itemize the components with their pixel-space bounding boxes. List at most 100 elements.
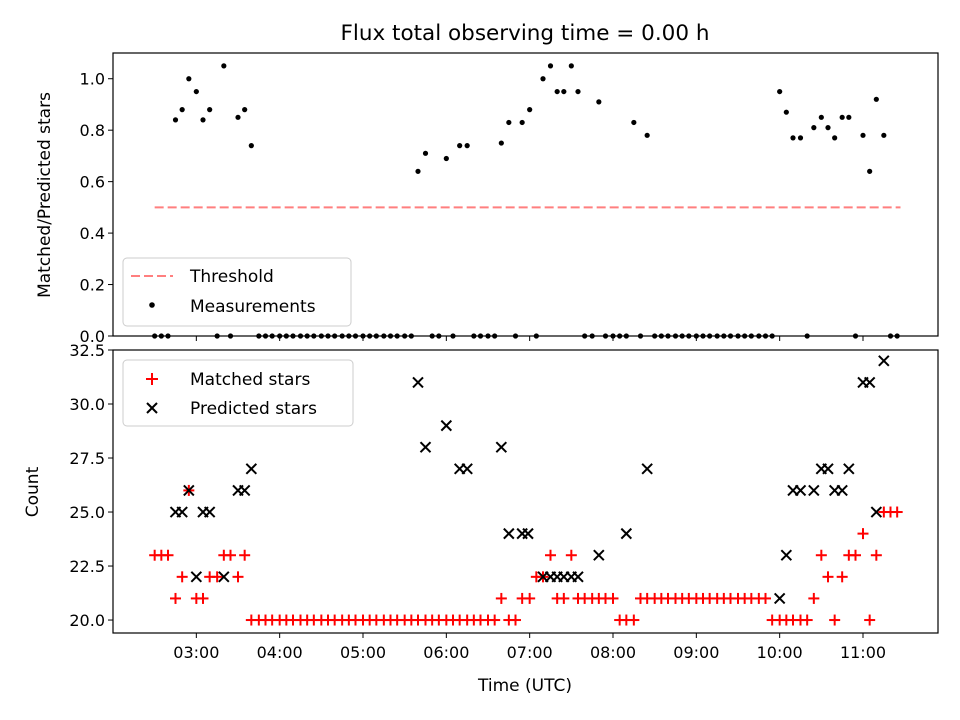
legend-measurements-swatch: [149, 302, 155, 308]
x-tick-label: 05:00: [340, 643, 386, 662]
measurement-point: [172, 117, 179, 123]
predicted-star-marker: [641, 463, 653, 475]
x-axis-label: Time (UTC): [477, 676, 572, 696]
matched-star-marker: [822, 571, 834, 583]
x-tick-label: 08:00: [590, 643, 636, 662]
matched-star-marker: [836, 571, 848, 583]
matched-star-marker: [211, 571, 223, 583]
predicted-star-marker: [495, 441, 508, 453]
predicted-star-marker: [203, 506, 216, 518]
x-tick-label: 07:00: [507, 643, 553, 662]
measurement-point: [867, 168, 873, 174]
matched-star-marker: [801, 614, 813, 626]
matched-star-marker: [760, 592, 771, 604]
predicted-star-marker: [593, 549, 605, 561]
measurement-point: [527, 107, 533, 113]
bottom-axis-ticks: 20.0 22.5 25.0 27.5 30.0 32.5 03:00 04:00 05:00 0…: [69, 341, 886, 662]
matched-star-marker: [607, 592, 619, 604]
matched-star-marker: [524, 592, 536, 604]
predicted-star-marker: [176, 506, 188, 518]
measurement-point: [818, 114, 824, 120]
legend-threshold-label: Threshold: [189, 267, 274, 287]
measurement-point: [860, 132, 866, 138]
predicted-star-marker: [572, 571, 584, 583]
matched-star-marker: [558, 592, 570, 604]
bottom-y-tick-label: 25.0: [69, 503, 105, 522]
measurement-point: [457, 143, 463, 149]
bottom-y-tick-label: 32.5: [69, 341, 105, 360]
measurement-point: [777, 88, 783, 95]
measurement-point: [422, 150, 429, 156]
matched-star-marker: [232, 571, 244, 583]
measurement-point: [797, 135, 804, 141]
predicted-star-marker: [878, 355, 890, 367]
measurement-point: [811, 125, 817, 131]
measurement-point: [825, 125, 831, 131]
bottom-legend: Matched stars Predicted stars: [122, 359, 354, 427]
predicted-star-marker: [218, 571, 230, 583]
measurement-point: [242, 107, 248, 113]
predicted-star-marker: [843, 463, 855, 475]
matched-star-marker: [891, 506, 903, 518]
measurement-point: [846, 114, 852, 120]
top-y-tick-label: 0.4: [80, 224, 105, 243]
measurement-point: [881, 132, 887, 138]
top-y-tick-label: 1.0: [80, 70, 105, 89]
measurement-point: [186, 76, 192, 82]
predicted-star-marker: [870, 506, 883, 518]
x-tick-label: 04:00: [257, 643, 303, 662]
matched-star-marker: [545, 549, 556, 561]
bottom-panel: 20.0 22.5 25.0 27.5 30.0 32.5 03:00 04:00 05:00 0…: [23, 341, 939, 696]
top-y-tick-label: 0.8: [80, 121, 105, 140]
predicted-star-marker: [794, 484, 807, 497]
x-tick-label: 10:00: [757, 643, 803, 662]
predicted-star-marker: [620, 527, 633, 540]
measurement-point: [554, 88, 560, 95]
measurement-point: [568, 63, 574, 69]
top-plot-frame: [112, 52, 939, 337]
matched-star-marker: [225, 549, 236, 561]
matched-star-markers: [149, 484, 903, 626]
matched-star-marker: [850, 549, 861, 561]
top-y-tick-label: 0.6: [80, 173, 105, 192]
measurement-point: [575, 88, 581, 95]
measurement-point: [506, 119, 512, 126]
measurement-point: [832, 135, 838, 141]
matched-star-marker: [489, 614, 501, 626]
matched-star-marker: [510, 614, 521, 626]
predicted-star-marker: [461, 463, 473, 475]
bottom-plot-frame: [112, 349, 939, 634]
matched-star-marker: [857, 528, 869, 540]
measurement-point: [415, 168, 421, 174]
bottom-y-tick-label: 20.0: [69, 611, 105, 630]
bottom-y-tick-label: 30.0: [69, 395, 105, 414]
measurement-point: [561, 88, 567, 95]
top-y-axis-label: Matched/Predicted stars: [35, 92, 55, 298]
measurement-point: [464, 143, 470, 149]
legend-predicted-swatch: [146, 402, 158, 414]
chart-title: Flux total observing time = 0.00 h: [341, 21, 710, 46]
measurement-point: [873, 96, 879, 102]
bottom-y-axis-label: Count: [23, 466, 43, 517]
measurement-point: [540, 76, 546, 82]
top-axis-ticks: 0.0 0.2 0.4 0.6 0.8 1.0: [80, 70, 864, 346]
top-y-tick-label: 0.0: [80, 327, 105, 346]
matched-star-marker: [829, 614, 841, 626]
measurement-point: [498, 140, 504, 146]
legend-measurements-label: Measurements: [190, 297, 316, 317]
bottom-y-tick-label: 22.5: [69, 557, 105, 576]
predicted-star-marker: [183, 484, 195, 497]
measurement-point: [200, 117, 206, 123]
predicted-star-marker: [190, 571, 203, 583]
matched-star-marker: [870, 549, 882, 561]
top-y-tick-label: 0.2: [80, 276, 105, 295]
matched-star-marker: [197, 592, 209, 604]
x-tick-label: 06:00: [423, 643, 469, 662]
predicted-star-marker: [440, 419, 453, 432]
matched-star-marker: [170, 592, 181, 604]
matched-star-marker: [565, 549, 577, 561]
predicted-star-marker: [503, 527, 515, 540]
predicted-star-marker: [522, 527, 534, 540]
top-legend: Threshold Measurements: [122, 257, 352, 327]
